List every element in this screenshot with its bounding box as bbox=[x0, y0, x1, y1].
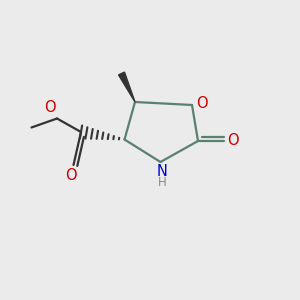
Text: O: O bbox=[196, 96, 208, 111]
Text: O: O bbox=[65, 168, 77, 183]
Polygon shape bbox=[118, 72, 135, 102]
Text: N: N bbox=[157, 164, 167, 179]
Text: H: H bbox=[158, 176, 166, 189]
Text: O: O bbox=[227, 133, 239, 148]
Text: O: O bbox=[44, 100, 56, 115]
